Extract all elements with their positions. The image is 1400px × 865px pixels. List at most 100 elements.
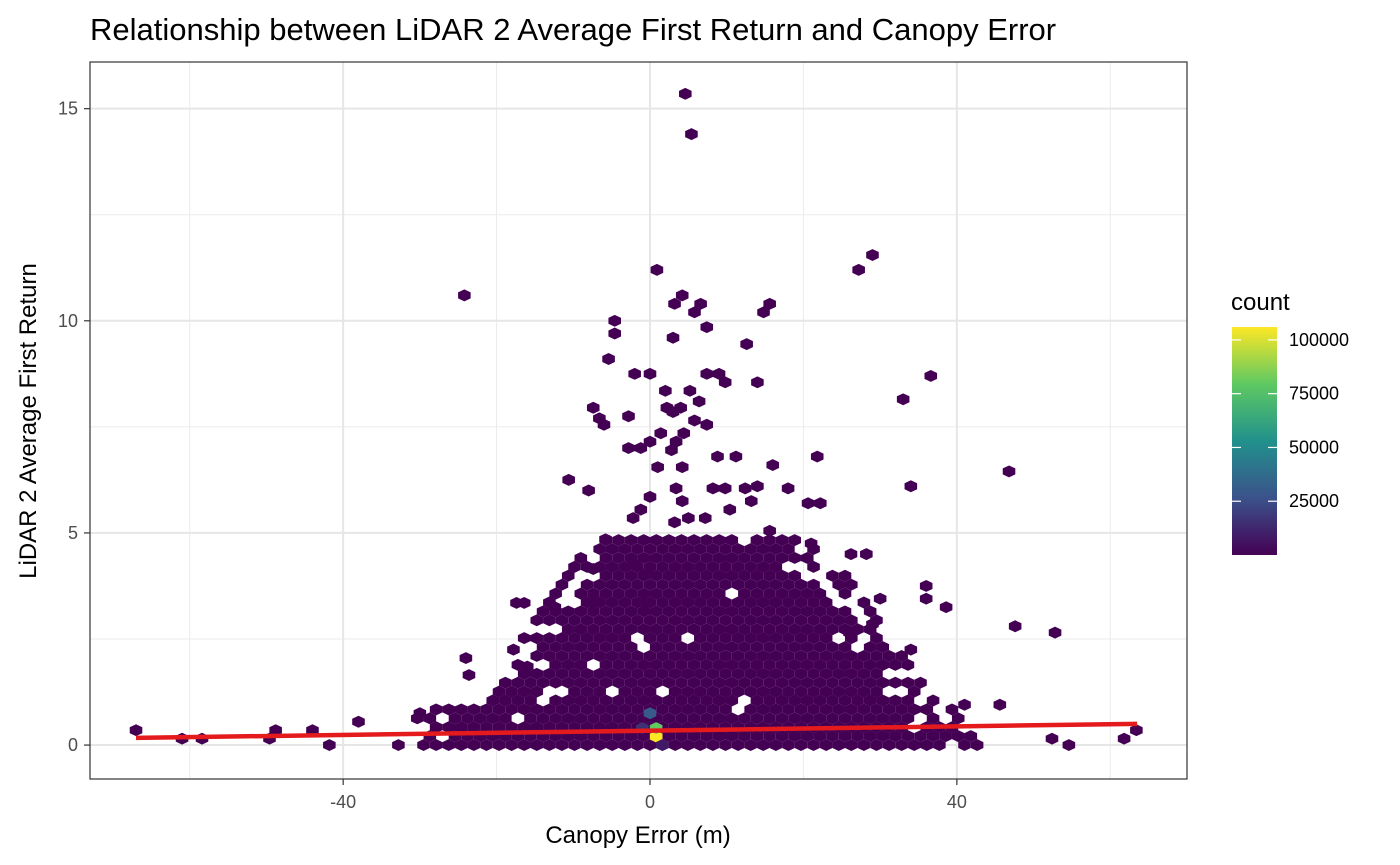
hex-bin [662, 676, 676, 689]
hex-bin [738, 605, 751, 618]
hex-bin [599, 605, 613, 618]
hex-bin [580, 632, 594, 645]
hex-bin [524, 676, 537, 689]
legend-label: 50000 [1289, 437, 1339, 457]
hex-bin [813, 587, 827, 600]
hex-bin [643, 632, 657, 645]
hex-bin [895, 739, 908, 752]
hex-bin [640, 567, 654, 580]
hex-bin [675, 461, 689, 474]
hex-bin [857, 739, 871, 752]
hex-bin [561, 694, 575, 707]
hex-bin [700, 712, 713, 725]
hex-bin [756, 614, 770, 627]
y-tick-label: 15 [58, 99, 78, 119]
hex-bin [1002, 465, 1016, 478]
hex-bin [668, 649, 682, 662]
hex-bin [643, 578, 657, 591]
hex-bin [700, 534, 713, 547]
hex-bin [549, 712, 562, 725]
hex-bin [769, 703, 783, 716]
hex-bin [719, 614, 732, 627]
hex-bin [662, 551, 676, 564]
hex-bin [751, 376, 764, 389]
hex-bin [687, 712, 701, 725]
hex-bin [549, 641, 562, 654]
hex-bin [939, 730, 952, 743]
hex-bin [1045, 732, 1059, 745]
hex-bin [593, 632, 606, 645]
hex-bin [740, 338, 753, 351]
hex-bin [637, 623, 651, 636]
hex-bin [688, 414, 701, 427]
hex-bin [851, 676, 864, 689]
hex-bin [582, 484, 595, 497]
hex-bin [659, 384, 672, 397]
hex-bin [845, 578, 858, 591]
hex-bin [637, 676, 651, 689]
hex-bin [668, 703, 682, 716]
hex-bin [870, 685, 883, 698]
hex-bin [612, 623, 625, 636]
y-axis-title: LiDAR 2 Average First Return [15, 263, 42, 579]
hex-bin [800, 605, 814, 618]
hex-bin [810, 450, 824, 463]
hex-bin [706, 685, 720, 698]
hex-bin [555, 614, 569, 627]
hex-bin [775, 658, 789, 671]
hex-bin [725, 569, 739, 582]
hex-bin [656, 632, 669, 645]
hex-bin [725, 694, 739, 707]
hex-bin [876, 730, 890, 743]
hex-bin [602, 353, 615, 365]
hex-bin [706, 667, 720, 680]
hex-bin [738, 712, 751, 725]
hex-bin-high [655, 739, 669, 752]
hex-bin [866, 618, 879, 631]
hex-bin [769, 667, 783, 680]
hex-bin [593, 685, 606, 698]
hex-bin [574, 623, 588, 636]
hex-bin [536, 605, 550, 618]
hex-bin [807, 685, 820, 698]
hex-bin [794, 578, 808, 591]
hex-bin [599, 694, 613, 707]
hex-bin [819, 614, 833, 627]
hex-bin [775, 623, 789, 636]
hex-bin [813, 658, 827, 671]
hex-bin [725, 712, 739, 725]
hex-bin [700, 694, 713, 707]
hex-bin [530, 649, 544, 662]
hex-bin [679, 87, 692, 100]
hex-bin [634, 442, 648, 455]
hex-bin [901, 676, 915, 689]
hex-bin [687, 676, 701, 689]
hex-bin [750, 658, 764, 671]
hex-bin [694, 543, 707, 556]
hex-bin [624, 658, 638, 671]
hex-bin [863, 712, 877, 725]
hex-bin [662, 587, 676, 600]
hex-bin [750, 587, 764, 600]
hex-bin [1008, 620, 1022, 633]
hex-bin [668, 297, 681, 310]
hex-bin [612, 551, 625, 564]
hex-bin [580, 649, 594, 662]
hex-bin [700, 641, 713, 654]
hex-bin [838, 712, 852, 725]
hex-bin [844, 548, 858, 561]
hex-bin [612, 712, 625, 725]
hex-bin [492, 739, 506, 752]
hex-bin [782, 667, 795, 680]
hex-bin [599, 676, 613, 689]
hex-bin [851, 658, 864, 671]
hex-bin [719, 543, 732, 556]
hex-bin [605, 560, 619, 573]
y-tick-label: 5 [68, 523, 78, 543]
hex-bin [499, 676, 512, 689]
hex-bin [618, 739, 632, 752]
hex-bin [612, 694, 625, 707]
hex-bin [637, 605, 651, 618]
hex-bin [807, 560, 820, 573]
hex-bin [712, 534, 726, 547]
